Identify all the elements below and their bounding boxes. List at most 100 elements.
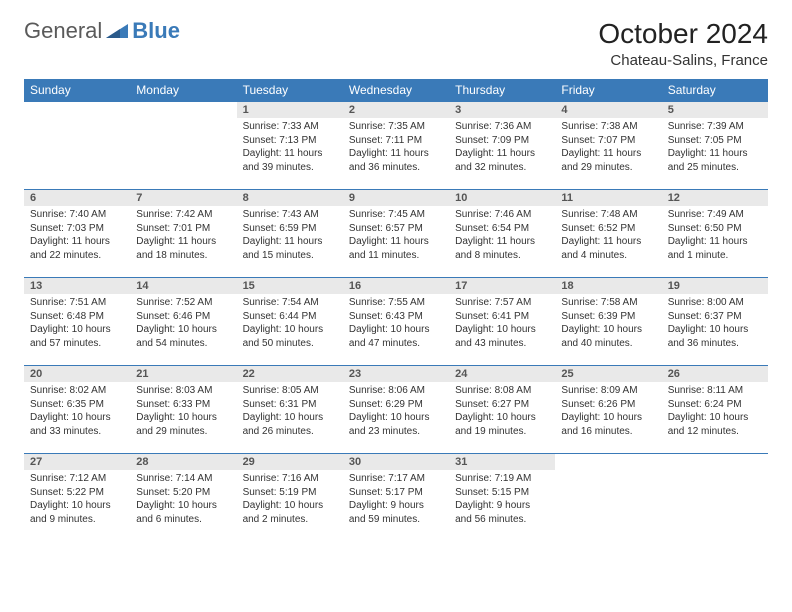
sunset-text: Sunset: 6:48 PM (30, 310, 124, 324)
day-info: Sunrise: 7:52 AMSunset: 6:46 PMDaylight:… (130, 294, 236, 354)
weekday-row: SundayMondayTuesdayWednesdayThursdayFrid… (24, 79, 768, 102)
sunrise-text: Sunrise: 7:57 AM (455, 296, 549, 310)
sunrise-text: Sunrise: 7:38 AM (561, 120, 655, 134)
sunset-text: Sunset: 6:31 PM (243, 398, 337, 412)
daylight-text: Daylight: 11 hours and 39 minutes. (243, 147, 337, 174)
sunset-text: Sunset: 6:57 PM (349, 222, 443, 236)
sunrise-text: Sunrise: 7:17 AM (349, 472, 443, 486)
sunrise-text: Sunrise: 7:16 AM (243, 472, 337, 486)
daylight-text: Daylight: 9 hours and 56 minutes. (455, 499, 549, 526)
calendar-day-cell: 31Sunrise: 7:19 AMSunset: 5:15 PMDayligh… (449, 454, 555, 542)
sunset-text: Sunset: 6:37 PM (668, 310, 762, 324)
day-number: 5 (662, 102, 768, 118)
weekday-header: Monday (130, 79, 236, 102)
calendar-day-cell: 16Sunrise: 7:55 AMSunset: 6:43 PMDayligh… (343, 278, 449, 366)
sunrise-text: Sunrise: 8:08 AM (455, 384, 549, 398)
day-info: Sunrise: 7:57 AMSunset: 6:41 PMDaylight:… (449, 294, 555, 354)
calendar-week-row: 1Sunrise: 7:33 AMSunset: 7:13 PMDaylight… (24, 102, 768, 190)
day-info: Sunrise: 7:16 AMSunset: 5:19 PMDaylight:… (237, 470, 343, 530)
day-number: 11 (555, 190, 661, 206)
sunset-text: Sunset: 6:29 PM (349, 398, 443, 412)
calendar-day-cell: 5Sunrise: 7:39 AMSunset: 7:05 PMDaylight… (662, 102, 768, 190)
sunrise-text: Sunrise: 8:05 AM (243, 384, 337, 398)
daylight-text: Daylight: 11 hours and 15 minutes. (243, 235, 337, 262)
day-info: Sunrise: 7:36 AMSunset: 7:09 PMDaylight:… (449, 118, 555, 178)
calendar-day-cell: 13 Sunrise: 7:51 AMSunset: 6:48 PMDayligh… (24, 278, 130, 366)
day-info: Sunrise: 7:35 AMSunset: 7:11 PMDaylight:… (343, 118, 449, 178)
day-info: Sunrise: 7:33 AMSunset: 7:13 PMDaylight:… (237, 118, 343, 178)
calendar-day-cell: 24Sunrise: 8:08 AMSunset: 6:27 PMDayligh… (449, 366, 555, 454)
daylight-text: Daylight: 10 hours and 6 minutes. (136, 499, 230, 526)
daylight-text: Daylight: 9 hours and 59 minutes. (349, 499, 443, 526)
sunset-text: Sunset: 6:33 PM (136, 398, 230, 412)
sunset-text: Sunset: 5:15 PM (455, 486, 549, 500)
sunset-text: Sunset: 6:52 PM (561, 222, 655, 236)
sunrise-text: Sunrise: 7:39 AM (668, 120, 762, 134)
calendar-week-row: 27Sunrise: 7:12 AMSunset: 5:22 PMDayligh… (24, 454, 768, 542)
calendar-day-cell: 6Sunrise: 7:40 AMSunset: 7:03 PMDaylight… (24, 190, 130, 278)
daylight-text: Daylight: 10 hours and 47 minutes. (349, 323, 443, 350)
calendar-day-cell: 4Sunrise: 7:38 AMSunset: 7:07 PMDaylight… (555, 102, 661, 190)
calendar-day-cell: 9Sunrise: 7:45 AMSunset: 6:57 PMDaylight… (343, 190, 449, 278)
day-number: 14 (130, 278, 236, 294)
day-number: 31 (449, 454, 555, 470)
sunset-text: Sunset: 5:19 PM (243, 486, 337, 500)
sunrise-text: Sunrise: 8:03 AM (136, 384, 230, 398)
day-info: Sunrise: 7:43 AMSunset: 6:59 PMDaylight:… (237, 206, 343, 266)
sunrise-text: Sunrise: 7:52 AM (136, 296, 230, 310)
calendar-day-cell: 19Sunrise: 8:00 AMSunset: 6:37 PMDayligh… (662, 278, 768, 366)
weekday-header: Sunday (24, 79, 130, 102)
sunrise-text: Sunrise: 7:43 AM (243, 208, 337, 222)
calendar-empty-cell (130, 102, 236, 190)
calendar-day-cell: 15Sunrise: 7:54 AMSunset: 6:44 PMDayligh… (237, 278, 343, 366)
day-number: 2 (343, 102, 449, 118)
sunrise-text: Sunrise: 7:42 AM (136, 208, 230, 222)
sunrise-text: Sunrise: 7:35 AM (349, 120, 443, 134)
day-number: 19 (662, 278, 768, 294)
sunset-text: Sunset: 7:03 PM (30, 222, 124, 236)
sunrise-text: Sunrise: 7:54 AM (243, 296, 337, 310)
day-number: 28 (130, 454, 236, 470)
sunset-text: Sunset: 7:13 PM (243, 134, 337, 148)
sunrise-text: Sunrise: 7:12 AM (30, 472, 124, 486)
sunrise-text: Sunrise: 7:51 AM (30, 296, 124, 310)
title-block: October 2024 Chateau-Salins, France (598, 18, 768, 69)
day-info: Sunrise: 8:09 AMSunset: 6:26 PMDaylight:… (555, 382, 661, 442)
weekday-header: Saturday (662, 79, 768, 102)
daylight-text: Daylight: 11 hours and 1 minute. (668, 235, 762, 262)
day-number: 20 (24, 366, 130, 382)
day-number: 24 (449, 366, 555, 382)
day-info: Sunrise: 8:03 AMSunset: 6:33 PMDaylight:… (130, 382, 236, 442)
day-number: 26 (662, 366, 768, 382)
day-number: 12 (662, 190, 768, 206)
daylight-text: Daylight: 11 hours and 36 minutes. (349, 147, 443, 174)
calendar-day-cell: 11Sunrise: 7:48 AMSunset: 6:52 PMDayligh… (555, 190, 661, 278)
day-info: Sunrise: 7:48 AMSunset: 6:52 PMDaylight:… (555, 206, 661, 266)
calendar-empty-cell (24, 102, 130, 190)
daylight-text: Daylight: 11 hours and 29 minutes. (561, 147, 655, 174)
sunrise-text: Sunrise: 7:58 AM (561, 296, 655, 310)
sunset-text: Sunset: 6:41 PM (455, 310, 549, 324)
sunrise-text: Sunrise: 7:48 AM (561, 208, 655, 222)
day-info: Sunrise: 7:12 AMSunset: 5:22 PMDaylight:… (24, 470, 130, 530)
sunset-text: Sunset: 6:26 PM (561, 398, 655, 412)
day-number: 30 (343, 454, 449, 470)
day-number: 13 (24, 278, 130, 294)
day-info: Sunrise: 7:40 AMSunset: 7:03 PMDaylight:… (24, 206, 130, 266)
day-number: 22 (237, 366, 343, 382)
day-info: Sunrise: 7:55 AMSunset: 6:43 PMDaylight:… (343, 294, 449, 354)
calendar-body: 1Sunrise: 7:33 AMSunset: 7:13 PMDaylight… (24, 102, 768, 542)
sunset-text: Sunset: 7:11 PM (349, 134, 443, 148)
daylight-text: Daylight: 10 hours and 26 minutes. (243, 411, 337, 438)
calendar-day-cell: 25Sunrise: 8:09 AMSunset: 6:26 PMDayligh… (555, 366, 661, 454)
brand-mark-icon (106, 20, 128, 43)
daylight-text: Daylight: 10 hours and 12 minutes. (668, 411, 762, 438)
sunrise-text: Sunrise: 7:14 AM (136, 472, 230, 486)
sunrise-text: Sunrise: 8:09 AM (561, 384, 655, 398)
sunset-text: Sunset: 6:50 PM (668, 222, 762, 236)
day-number: 1 (237, 102, 343, 118)
sunrise-text: Sunrise: 7:36 AM (455, 120, 549, 134)
daylight-text: Daylight: 10 hours and 57 minutes. (30, 323, 124, 350)
daylight-text: Daylight: 10 hours and 40 minutes. (561, 323, 655, 350)
daylight-text: Daylight: 11 hours and 11 minutes. (349, 235, 443, 262)
